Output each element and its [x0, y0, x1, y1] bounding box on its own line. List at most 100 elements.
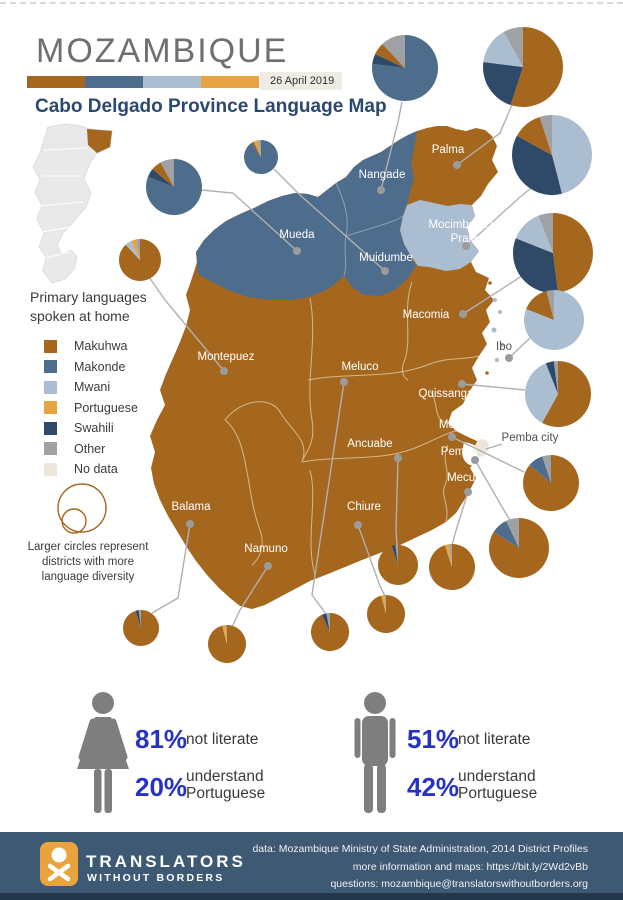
- district-labels: Palma Nangade Mocimboa Da Praia Mueda Muidumb…: [172, 144, 559, 555]
- female-portuguese-value: 20%: [135, 772, 188, 802]
- legend-swatch-portuguese: [44, 401, 57, 415]
- top-dashed-border: [0, 2, 623, 4]
- pie-slice-portuguese: [381, 595, 386, 614]
- dot-montepuez: [220, 367, 228, 375]
- label-mocimboa-da-praia: Mocimboa Da: [429, 219, 501, 231]
- country-title: MOZAMBIQUE: [36, 32, 289, 70]
- pie-slice-other: [160, 159, 174, 187]
- pie-slice-swahili: [483, 61, 523, 106]
- pie-slice-makonde: [244, 140, 279, 175]
- language-color-bar: [27, 76, 259, 88]
- pie-slice-other: [384, 595, 386, 614]
- bar-segment-portuguese: [201, 76, 259, 88]
- district-pies: [118, 27, 593, 663]
- connector-quissanga: [461, 383, 526, 391]
- pie-slice-swahili: [391, 545, 398, 565]
- male-not-literate-label: not literate: [458, 731, 531, 748]
- pie-slice-makonde: [371, 35, 438, 101]
- bar-segment-makonde: [85, 76, 143, 88]
- label-namuno: Namuno: [244, 543, 287, 555]
- legend-label: Swahili: [74, 421, 114, 436]
- pie-chiure: [367, 595, 406, 633]
- legend-swatch-mwani: [44, 380, 57, 394]
- footer-bottom-strip: [0, 893, 623, 900]
- pie-muidumbe: [244, 140, 279, 175]
- dot-mueda: [293, 247, 301, 255]
- label-mocimboa-da-praia: Praia: [451, 233, 478, 245]
- label-meluco: Meluco: [341, 361, 378, 373]
- legend-item-makonde: Makonde: [30, 357, 180, 378]
- label-ancuabe: Ancuabe: [347, 438, 392, 450]
- pie-slice-makuhwa: [208, 625, 247, 663]
- pie-metuge: [523, 455, 580, 512]
- pie-slice-other: [449, 544, 452, 567]
- connector-lines: [148, 99, 536, 628]
- connector-mueda: [200, 189, 298, 252]
- pie-slice-other: [326, 613, 330, 632]
- connector-balama: [151, 523, 191, 614]
- legend-item-nodata: No data: [30, 459, 180, 480]
- pie-slice-mwani: [552, 115, 592, 194]
- label-balama: Balama: [172, 501, 212, 513]
- pie-slice-mwani: [125, 241, 140, 260]
- pie-slice-makuhwa: [375, 43, 405, 68]
- footer-line: data: Mozambique Ministry of State Admin…: [252, 843, 588, 855]
- legend-item-portuguese: Portuguese: [30, 398, 180, 419]
- connector-meluco: [311, 381, 345, 615]
- mocimboa-region: [400, 200, 479, 271]
- dot-metuge: [448, 433, 456, 441]
- pie-slice-makuhwa: [526, 290, 554, 320]
- pie-slice-swahili: [321, 613, 330, 632]
- pie-slice-portuguese: [131, 239, 140, 260]
- footer-line: more information and maps: https://bit.l…: [352, 860, 588, 873]
- label-palma: Palma: [432, 144, 465, 156]
- district-dots: [186, 161, 513, 570]
- circle-size-legend: [57, 483, 107, 534]
- dot-pemba: [471, 456, 479, 464]
- pie-slice-other: [136, 239, 140, 260]
- footer-info-lines: data: Mozambique Ministry of State Admin…: [252, 841, 588, 894]
- connector-pemba-city: [485, 443, 503, 450]
- pie-meluco: [311, 613, 350, 652]
- label-ibo: Ibo: [496, 341, 512, 353]
- bar-segment-mwani: [143, 76, 201, 88]
- connector-namuno: [231, 565, 269, 628]
- pie-slice-portuguese: [222, 625, 227, 644]
- pie-slice-other: [553, 361, 558, 394]
- pie-slice-other: [538, 213, 553, 253]
- label-pemba: Pemba: [441, 446, 478, 458]
- connector-mocimboa-da-praia: [465, 184, 536, 247]
- label-pemba-city: Pemba city: [502, 432, 559, 444]
- makonde-region: [196, 131, 417, 300]
- dot-nangade: [377, 186, 385, 194]
- label-montepuez: Montepuez: [198, 351, 255, 363]
- pie-slice-makuhwa: [152, 162, 174, 187]
- pie-slice-makuhwa: [378, 545, 419, 585]
- pie-slice-mwani: [483, 31, 523, 67]
- legend-item-mwani: Mwani: [30, 377, 180, 398]
- pie-mocimboa-da-praia: [512, 115, 592, 195]
- pie-slice-swahili: [147, 169, 174, 187]
- legend-rows: Makuhwa Makonde Mwani Portuguese Swahili Othe…: [30, 336, 180, 480]
- dot-mecufi: [464, 488, 472, 496]
- connector-macomia: [462, 271, 529, 315]
- legend-swatch-makonde: [44, 360, 57, 374]
- female-not-literate-label: not literate: [186, 731, 259, 748]
- pie-slice-makonde: [146, 159, 203, 216]
- pie-slice-other: [546, 290, 554, 320]
- pie-slice-makuhwa: [118, 239, 161, 281]
- pie-balama: [122, 610, 159, 646]
- connector-metuge: [451, 436, 525, 473]
- legend-label: Other: [74, 441, 106, 456]
- legend-label: Makonde: [74, 359, 126, 374]
- dot-mocimboa-da-praia: [462, 242, 470, 250]
- dot-chiure: [354, 521, 362, 529]
- pie-macomia: [513, 213, 593, 293]
- pie-slice-portuguese: [444, 544, 452, 567]
- pie-slice-mwani: [515, 215, 553, 253]
- pie-ibo: [524, 290, 585, 350]
- dot-muidumbe: [381, 267, 389, 275]
- connector-montepuez: [148, 276, 225, 372]
- male-portuguese-value: 42%: [407, 772, 460, 802]
